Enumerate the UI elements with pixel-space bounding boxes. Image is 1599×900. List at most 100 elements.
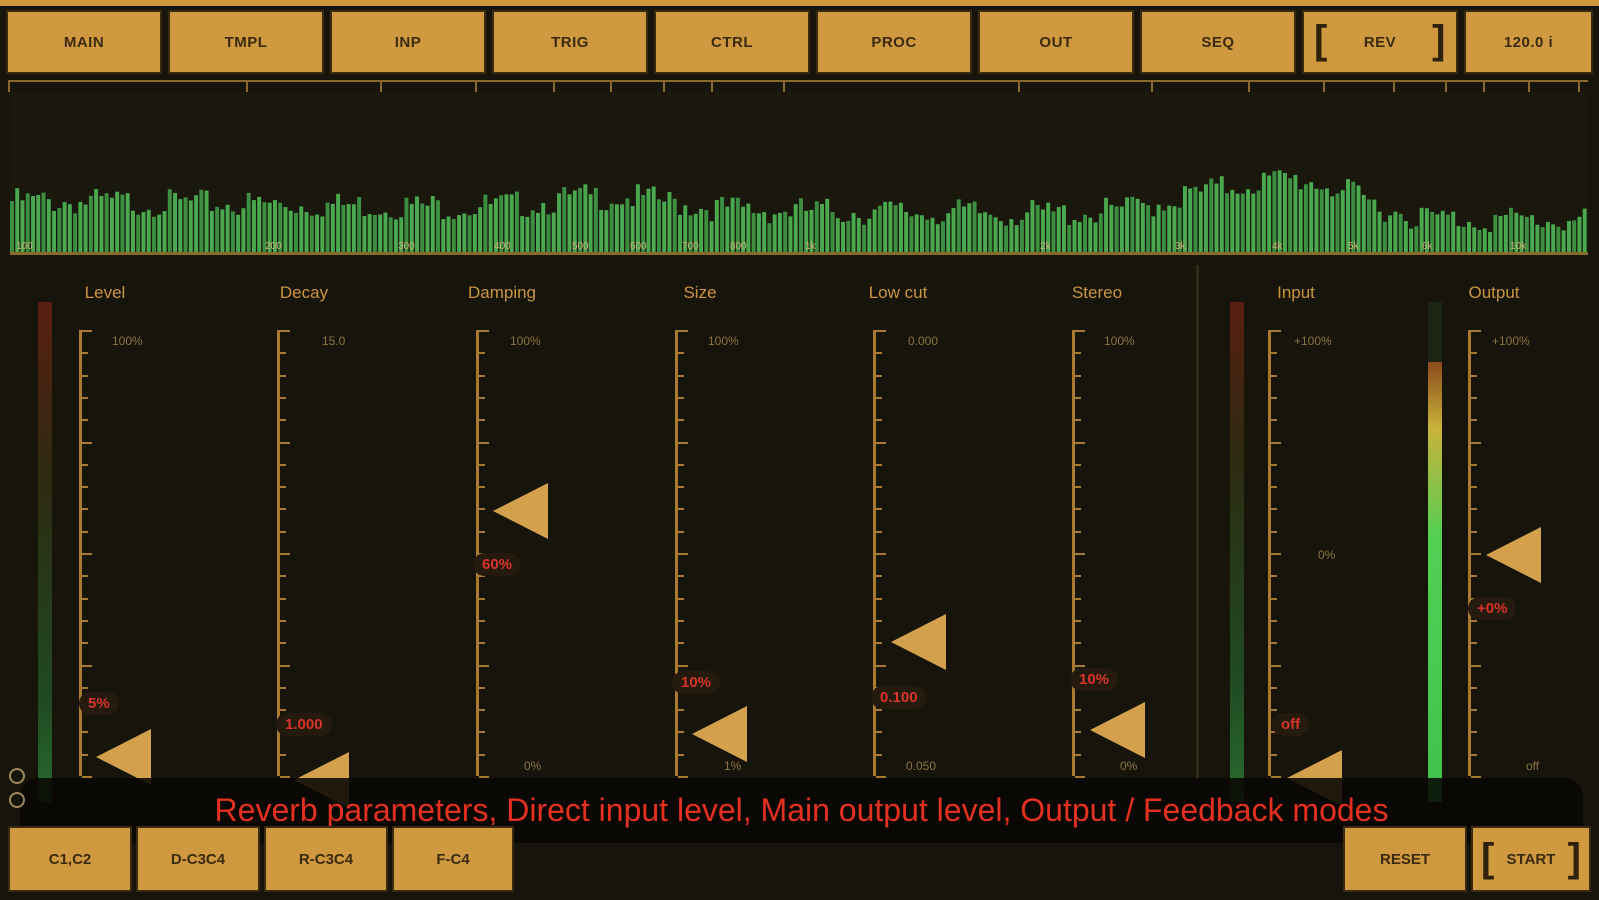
scale-tick [1271, 597, 1277, 600]
spectrum-frequency-label: 400 [494, 241, 511, 252]
scale-tick [678, 553, 688, 555]
spectrum-bar [399, 217, 404, 252]
tab-inp[interactable]: INP [330, 10, 486, 74]
start-button[interactable]: [ START ] [1471, 826, 1591, 892]
spectrum-bar [830, 212, 835, 252]
spectrum-bar [209, 210, 214, 252]
fader-level-value: 5% [79, 692, 119, 715]
fader-low-cut-handle[interactable] [891, 614, 946, 670]
fader-output-handle[interactable] [1486, 527, 1541, 583]
scale-tick [1075, 553, 1085, 555]
scale-tick [876, 753, 882, 756]
mode-indicator-icon[interactable] [9, 768, 25, 784]
tab-seq[interactable]: SEQ [1140, 10, 1296, 74]
spectrum-bar [336, 193, 341, 252]
spectrum-bar [962, 206, 966, 252]
spectrum-bar [877, 205, 882, 252]
spectrum-bar [1372, 199, 1377, 252]
spectrum-bar [199, 189, 204, 252]
ruler-tick [246, 82, 248, 92]
spectrum-bar [714, 199, 719, 252]
spectrum-bar [1230, 189, 1235, 252]
top-nav-bar: MAIN TMPL INP TRIG CTRL PROC OUT SEQ [ R… [6, 10, 1593, 76]
spectrum-bar [1361, 194, 1366, 252]
scale-tick [678, 575, 684, 578]
tab-ctrl[interactable]: CTRL [654, 10, 810, 74]
scale-tick [1075, 642, 1081, 645]
spectrum-bar [146, 209, 151, 252]
tempo-button[interactable]: 120.0 i [1464, 10, 1593, 74]
scale-tick [280, 352, 286, 355]
fader-damping-label: Damping [467, 283, 537, 302]
spectrum-bar [1377, 211, 1382, 252]
spectrum-bar [1582, 208, 1587, 252]
spectrum-bar [820, 203, 824, 252]
spectrum-bar [1503, 214, 1508, 252]
mode-indicator-icon[interactable] [9, 792, 25, 808]
spectrum-bar [1025, 212, 1030, 252]
button-f-c4[interactable]: F-C4 [392, 826, 514, 892]
button-r-c3c4[interactable]: R-C3C4 [264, 826, 388, 892]
spectrum-bar [52, 210, 57, 252]
reset-button[interactable]: RESET [1343, 826, 1467, 892]
scale-tick [876, 463, 882, 466]
spectrum-bar [741, 206, 746, 252]
tab-proc[interactable]: PROC [816, 10, 972, 74]
spectrum-bar [246, 192, 251, 252]
tab-tmpl[interactable]: TMPL [168, 10, 324, 74]
spectrum-bar [162, 211, 167, 252]
scale-tick [876, 619, 882, 622]
spectrum-bar [777, 212, 782, 252]
spectrum-bar [788, 216, 793, 252]
fader-decay-max: 15.0 [322, 334, 346, 348]
tab-main[interactable]: MAIN [6, 10, 162, 74]
fader-low-cut-label: Low cut [868, 283, 928, 302]
spectrum-bar [288, 210, 293, 252]
fader-stereo-handle[interactable] [1090, 702, 1145, 758]
spectrum-bar [315, 214, 320, 252]
spectrum-bar [1156, 204, 1161, 252]
tab-seq-label: SEQ [1201, 33, 1235, 51]
tab-rev[interactable]: [ REV ] [1302, 10, 1458, 74]
fader-size-handle[interactable] [692, 706, 747, 762]
spectrum-bar [341, 204, 346, 252]
tab-tmpl-label: TMPL [224, 33, 268, 51]
button-c1c2[interactable]: C1,C2 [8, 826, 132, 892]
tab-out[interactable]: OUT [978, 10, 1134, 74]
fader-input-scale [1268, 330, 1281, 778]
scale-tick [1271, 642, 1277, 645]
spectrum-bar [651, 186, 656, 252]
spectrum-frequency-label: 600 [630, 241, 647, 252]
button-d-c3c4[interactable]: D-C3C4 [136, 826, 260, 892]
spectrum-bar [1251, 193, 1256, 252]
fader-damping-handle[interactable] [493, 483, 548, 539]
spectrum-bar [1382, 221, 1387, 252]
spectrum-bar [662, 201, 667, 252]
spectrum-bar [635, 184, 640, 252]
scale-tick [876, 575, 882, 578]
fader-stereo-min: 0% [1120, 759, 1138, 773]
spectrum-bar [935, 224, 940, 252]
spectrum-bar [1572, 220, 1577, 252]
spectrum-bar [94, 189, 99, 252]
scale-tick [1271, 352, 1277, 355]
hint-text: Reverb parameters, Direct input level, M… [214, 792, 1389, 828]
ruler-tick [1393, 82, 1395, 92]
spectrum-bar [141, 212, 146, 252]
fader-level-handle[interactable] [96, 729, 151, 785]
tab-inp-label: INP [394, 33, 422, 51]
spectrum-bar [1440, 210, 1445, 252]
spectrum-bar [1556, 226, 1561, 252]
spectrum-bar [693, 213, 698, 252]
scale-tick [1471, 619, 1477, 622]
scale-tick [479, 396, 485, 399]
ruler-tick [1483, 82, 1485, 92]
scale-tick [280, 776, 290, 778]
tab-trig[interactable]: TRIG [492, 10, 648, 74]
scale-tick [280, 686, 286, 689]
spectrum-bar [583, 184, 588, 252]
spectrum-bar [604, 210, 609, 252]
fader-size-max: 100% [708, 334, 739, 348]
spectrum-bar [609, 203, 614, 252]
spectrum-bar [972, 201, 977, 252]
